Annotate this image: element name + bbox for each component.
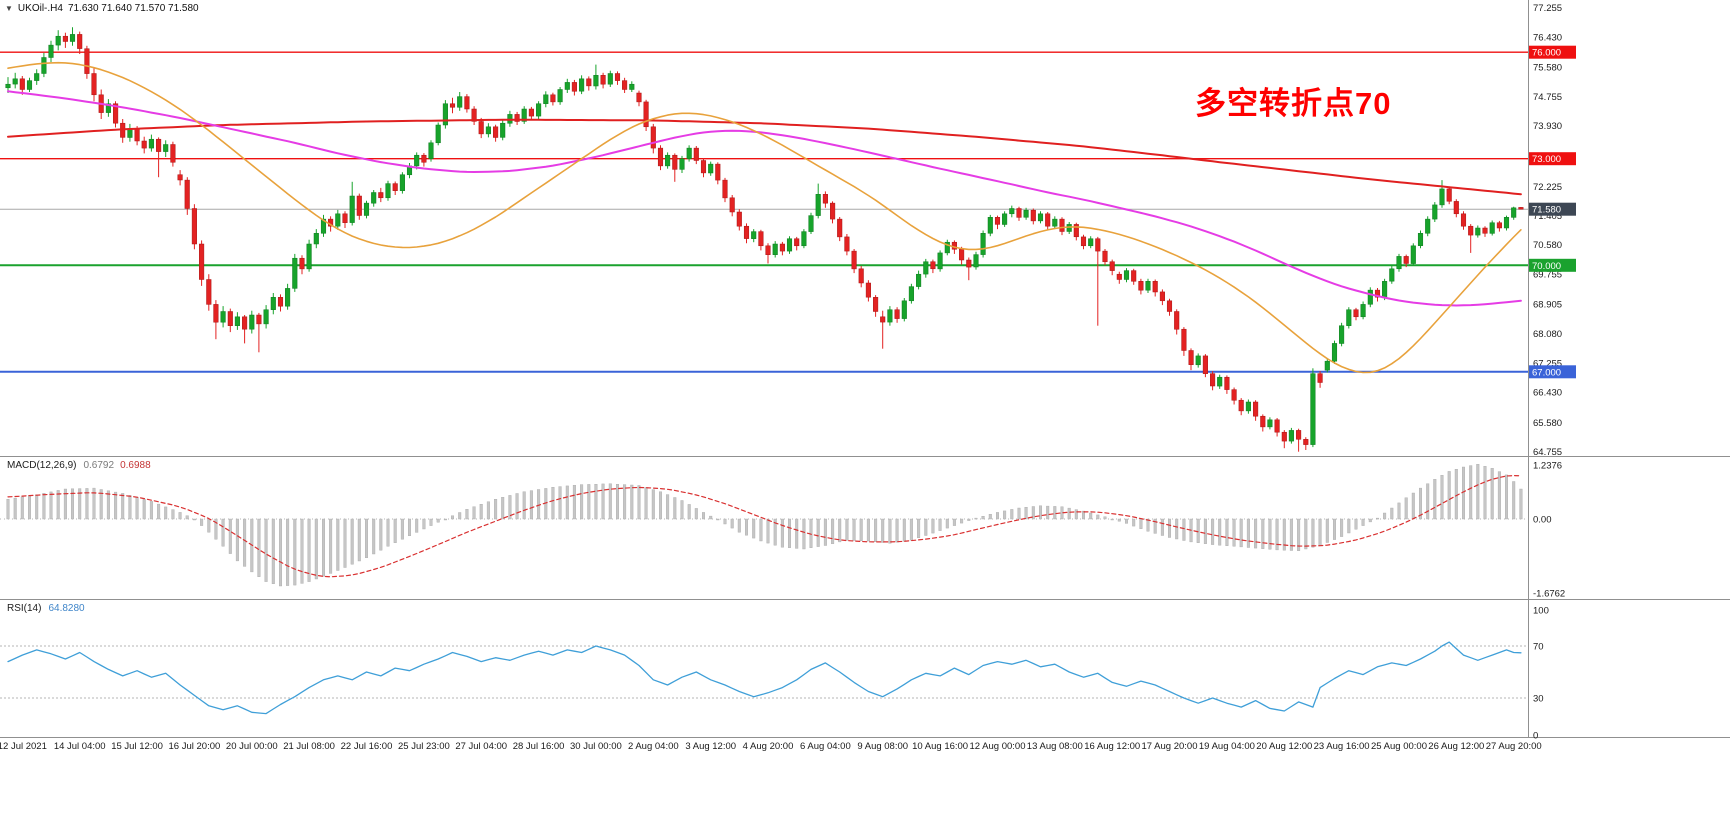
svg-text:73.000: 73.000 [1532, 154, 1561, 165]
macd-name: MACD(12,26,9) [7, 460, 77, 471]
svg-text:69.755: 69.755 [1533, 270, 1562, 281]
svg-text:70: 70 [1533, 642, 1544, 653]
svg-text:21 Jul 08:00: 21 Jul 08:00 [283, 741, 335, 752]
price-axis[interactable]: 77.25576.43075.58074.75573.93073.08072.2… [1533, 3, 1562, 458]
symbol-marker-icon: ▼ [5, 4, 13, 13]
svg-text:76.000: 76.000 [1532, 48, 1561, 59]
svg-text:9 Aug 08:00: 9 Aug 08:00 [857, 741, 908, 752]
time-axis[interactable]: 12 Jul 2021 14 Jul 04:00 15 Jul 12:00 16 Ju… [0, 741, 1542, 752]
svg-text:64.755: 64.755 [1533, 447, 1562, 458]
svg-text:0: 0 [1533, 731, 1538, 742]
svg-text:67.000: 67.000 [1532, 367, 1561, 378]
rsi-name: RSI(14) [7, 603, 42, 614]
svg-text:15 Jul 12:00: 15 Jul 12:00 [111, 741, 163, 752]
svg-text:71.405: 71.405 [1533, 211, 1562, 222]
svg-text:68.905: 68.905 [1533, 300, 1562, 311]
svg-text:27 Jul 04:00: 27 Jul 04:00 [455, 741, 507, 752]
ma-magenta-line [7, 90, 1522, 307]
rsi-line [7, 641, 1522, 715]
svg-text:30: 30 [1533, 694, 1544, 705]
svg-text:67.255: 67.255 [1533, 358, 1562, 369]
rsi-indicator-label: RSI(14) 64.8280 [7, 603, 85, 614]
panel-borders [0, 0, 1730, 738]
svg-text:26 Aug 12:00: 26 Aug 12:00 [1428, 741, 1484, 752]
svg-text:12 Jul 2021: 12 Jul 2021 [0, 741, 47, 752]
svg-text:27 Aug 20:00: 27 Aug 20:00 [1486, 741, 1542, 752]
macd-signal-line [7, 475, 1522, 578]
svg-text:16 Aug 12:00: 16 Aug 12:00 [1084, 741, 1140, 752]
symbol-name: UKOil-.H4 [17, 3, 63, 14]
svg-text:70.580: 70.580 [1533, 240, 1562, 251]
symbol-ohlc-values: 71.630 71.640 71.570 71.580 [67, 3, 199, 14]
svg-text:25 Aug 00:00: 25 Aug 00:00 [1371, 741, 1427, 752]
svg-text:74.755: 74.755 [1533, 92, 1562, 103]
svg-text:6 Aug 04:00: 6 Aug 04:00 [800, 741, 851, 752]
svg-text:19 Aug 04:00: 19 Aug 04:00 [1199, 741, 1255, 752]
svg-text:68.080: 68.080 [1533, 329, 1562, 340]
svg-text:16 Jul 20:00: 16 Jul 20:00 [169, 741, 221, 752]
svg-text:20 Jul 00:00: 20 Jul 00:00 [226, 741, 278, 752]
annotation-text: 多空转折点70 [1195, 86, 1392, 121]
svg-text:75.580: 75.580 [1533, 63, 1562, 74]
svg-text:76.430: 76.430 [1533, 32, 1562, 43]
svg-text:14 Jul 04:00: 14 Jul 04:00 [54, 741, 106, 752]
macd-signal-value: 0.6988 [120, 460, 151, 471]
svg-text:17 Aug 20:00: 17 Aug 20:00 [1142, 741, 1198, 752]
svg-text:66.430: 66.430 [1533, 388, 1562, 399]
svg-text:3 Aug 12:00: 3 Aug 12:00 [685, 741, 736, 752]
macd-main-value: 0.6792 [83, 460, 115, 471]
svg-text:70.000: 70.000 [1532, 261, 1561, 272]
svg-text:30 Jul 00:00: 30 Jul 00:00 [570, 741, 622, 752]
svg-text:13 Aug 08:00: 13 Aug 08:00 [1027, 741, 1083, 752]
candles-layer [5, 27, 1524, 452]
macd-histogram [6, 464, 1523, 587]
svg-text:4 Aug 20:00: 4 Aug 20:00 [743, 741, 794, 752]
macd-panel [0, 464, 1528, 587]
svg-text:72.225: 72.225 [1533, 182, 1562, 193]
macd-indicator-label: MACD(12,26,9) 0.6792 0.6988 [7, 460, 151, 471]
svg-text:71.580: 71.580 [1532, 205, 1561, 216]
rsi-axis: 100 70 30 0 [1533, 606, 1549, 742]
svg-text:65.580: 65.580 [1533, 418, 1562, 429]
ma-orange-line [7, 61, 1522, 374]
price-tags: 76.000 73.000 71.580 70.000 67.000 [1529, 45, 1576, 379]
hlines-layer [0, 51, 1528, 373]
svg-text:20 Aug 12:00: 20 Aug 12:00 [1256, 741, 1312, 752]
svg-text:77.255: 77.255 [1533, 3, 1562, 14]
svg-text:100: 100 [1533, 606, 1549, 617]
svg-text:2 Aug 04:00: 2 Aug 04:00 [628, 741, 679, 752]
svg-text:10 Aug 16:00: 10 Aug 16:00 [912, 741, 968, 752]
svg-text:12 Aug 00:00: 12 Aug 00:00 [970, 741, 1026, 752]
rsi-value: 64.8280 [48, 603, 85, 614]
svg-text:22 Jul 16:00: 22 Jul 16:00 [341, 741, 393, 752]
svg-text:23 Aug 16:00: 23 Aug 16:00 [1314, 741, 1370, 752]
svg-text:0.00: 0.00 [1533, 515, 1552, 526]
macd-axis: 1.2376 0.00 -1.6762 [1533, 461, 1565, 600]
svg-text:1.2376: 1.2376 [1533, 461, 1562, 472]
symbol-title: ▼ UKOil-.H4 71.630 71.640 71.570 71.580 [5, 3, 199, 14]
svg-text:73.930: 73.930 [1533, 121, 1562, 132]
svg-text:28 Jul 16:00: 28 Jul 16:00 [513, 741, 565, 752]
rsi-panel [0, 641, 1528, 715]
ma-red-line [7, 118, 1522, 196]
svg-text:-1.6762: -1.6762 [1533, 588, 1565, 599]
svg-text:25 Jul 23:00: 25 Jul 23:00 [398, 741, 450, 752]
